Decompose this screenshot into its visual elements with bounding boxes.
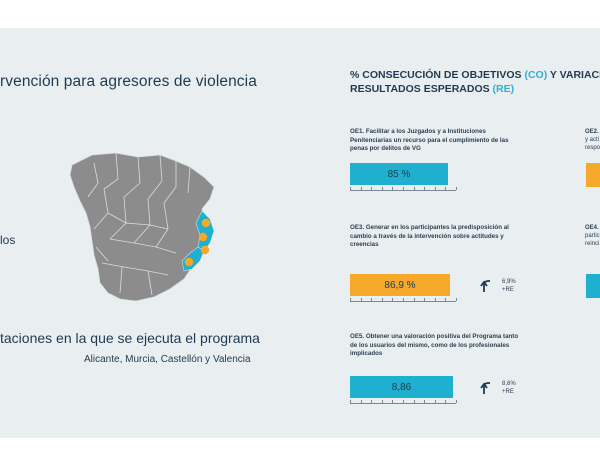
bar-axis — [350, 296, 457, 302]
axis-tick — [445, 298, 447, 301]
axis-tick — [360, 187, 362, 190]
chart-title-co: (CO) — [524, 69, 548, 81]
re-variation: 8,6% +RE — [502, 380, 516, 396]
axis-tick — [424, 187, 426, 190]
axis-tick — [434, 400, 436, 403]
trend-arrow-icon — [480, 280, 490, 292]
objective-bar: 86,9 % — [350, 274, 450, 296]
bar-axis — [350, 398, 457, 404]
chart-title: % CONSECUCIÓN DE OBJETIVOS (CO) Y VARIAC… — [350, 68, 600, 96]
provinces-heading: taciones en la que se ejecuta el program… — [0, 330, 260, 346]
axis-tick — [403, 400, 404, 403]
axis-tick — [456, 187, 457, 190]
axis-tick — [434, 187, 436, 190]
objective-bar-area: 8,86 — [350, 376, 457, 404]
objective-1: OE1. Facilitar a los Juzgados y a Instit… — [350, 128, 560, 154]
chart-title-re: (RE) — [492, 83, 515, 95]
objective-label: OE5. Obtener una valoración positiva del… — [350, 333, 519, 358]
axis-tick — [371, 187, 373, 190]
objective-label: OE3. Generar en los participantes la pre… — [350, 224, 509, 249]
infographic-panel: rvención para agresores de violencia los… — [0, 28, 600, 438]
axis-tick — [350, 187, 351, 190]
axis-tick — [424, 400, 426, 403]
program-title: rvención para agresores de violencia — [0, 73, 257, 90]
axis-tick — [434, 298, 436, 301]
bar-value-label: 8,86 — [391, 381, 412, 393]
chart-title-part2: Y VARIACIÓ — [549, 69, 600, 81]
partial-objective-label: OE4. partic reinci — [585, 225, 600, 247]
province-borders — [87, 152, 191, 296]
marker-castellon — [201, 218, 211, 228]
provinces-list: Alicante, Murcia, Castellón y Valencia — [84, 354, 251, 365]
axis-tick — [424, 298, 426, 301]
objective-3: OE5. Obtener una valoración positiva del… — [350, 333, 560, 359]
spain-map — [69, 152, 215, 302]
objective-label: OE1. Facilitar a los Juzgados y a Instit… — [350, 128, 509, 153]
chart-title-line2: RESULTADOS ESPERADOS — [350, 83, 493, 95]
partial-objective-bar — [586, 163, 600, 187]
bar-axis — [350, 185, 457, 191]
axis-tick — [392, 187, 394, 190]
axis-tick — [381, 298, 383, 301]
partial-objective-bar — [586, 274, 600, 298]
axis-tick — [403, 187, 404, 190]
axis-tick — [381, 400, 383, 403]
axis-tick — [350, 298, 351, 301]
axis-tick — [403, 298, 404, 301]
re-value: 6,9% — [502, 279, 516, 285]
axis-tick — [413, 187, 415, 190]
axis-tick — [445, 400, 447, 403]
bar-value-label: 85 % — [387, 168, 411, 180]
objective-bar: 85 % — [350, 163, 448, 185]
trend-arrow-icon — [480, 382, 490, 394]
re-variation: 6,9% +RE — [502, 278, 516, 294]
axis-tick — [413, 298, 415, 301]
axis-tick — [371, 400, 373, 403]
marker-valencia — [198, 232, 208, 242]
objective-bar-area: 85 % — [350, 163, 457, 191]
axis-tick — [360, 298, 362, 301]
re-value: 8,6% — [502, 381, 516, 387]
axis-tick — [360, 400, 362, 403]
axis-tick — [456, 298, 457, 301]
chart-title-part1: % CONSECUCIÓN DE OBJETIVOS — [350, 69, 525, 81]
objective-2: OE3. Generar en los participantes la pre… — [350, 224, 560, 250]
axis-tick — [381, 187, 383, 190]
left-fragment: los — [0, 233, 16, 247]
axis-tick — [392, 298, 394, 301]
spain-mainland — [69, 152, 215, 302]
axis-tick — [350, 400, 351, 403]
axis-tick — [371, 298, 373, 301]
region-valencia — [195, 210, 215, 252]
objective-bar-area: 86,9 % — [350, 274, 457, 302]
marker-alicante — [200, 245, 210, 255]
objective-bar: 8,86 — [350, 376, 453, 398]
axis-tick — [445, 187, 447, 190]
re-suffix: +RE — [502, 287, 514, 293]
bar-value-label: 86,9 % — [384, 279, 416, 291]
re-suffix: +RE — [502, 389, 514, 395]
axis-tick — [456, 400, 457, 403]
marker-murcia — [184, 257, 194, 267]
partial-objective-label: OE2. y acti respo — [585, 129, 600, 151]
axis-tick — [392, 400, 394, 403]
axis-tick — [413, 400, 415, 403]
